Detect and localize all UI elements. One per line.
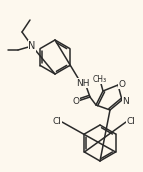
Text: Cl: Cl xyxy=(127,117,135,126)
Text: O: O xyxy=(119,79,126,89)
Text: N: N xyxy=(28,41,36,51)
Text: N: N xyxy=(123,96,129,105)
Text: NH: NH xyxy=(76,78,90,88)
Text: CH₃: CH₃ xyxy=(93,74,107,83)
Text: Cl: Cl xyxy=(53,117,61,126)
Text: O: O xyxy=(73,96,80,105)
